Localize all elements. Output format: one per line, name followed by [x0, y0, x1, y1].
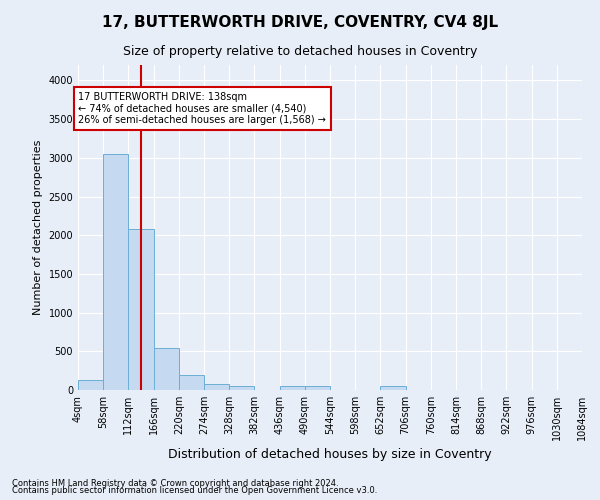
Bar [204, 384, 229, 390]
Text: 17, BUTTERWORTH DRIVE, COVENTRY, CV4 8JL: 17, BUTTERWORTH DRIVE, COVENTRY, CV4 8JL [102, 15, 498, 30]
Bar [380, 386, 406, 390]
Bar [280, 386, 305, 390]
Bar [78, 380, 103, 390]
Text: Contains public sector information licensed under the Open Government Licence v3: Contains public sector information licen… [12, 486, 377, 495]
Bar [179, 374, 204, 390]
X-axis label: Distribution of detached houses by size in Coventry: Distribution of detached houses by size … [168, 448, 492, 462]
Bar [229, 386, 254, 390]
Bar [154, 348, 179, 390]
Y-axis label: Number of detached properties: Number of detached properties [33, 140, 43, 315]
Text: Size of property relative to detached houses in Coventry: Size of property relative to detached ho… [123, 45, 477, 58]
Text: Contains HM Land Registry data © Crown copyright and database right 2024.: Contains HM Land Registry data © Crown c… [12, 478, 338, 488]
Bar [128, 229, 154, 390]
Text: 17 BUTTERWORTH DRIVE: 138sqm
← 74% of detached houses are smaller (4,540)
26% of: 17 BUTTERWORTH DRIVE: 138sqm ← 74% of de… [79, 92, 326, 126]
Bar [103, 154, 128, 390]
Bar [305, 386, 330, 390]
